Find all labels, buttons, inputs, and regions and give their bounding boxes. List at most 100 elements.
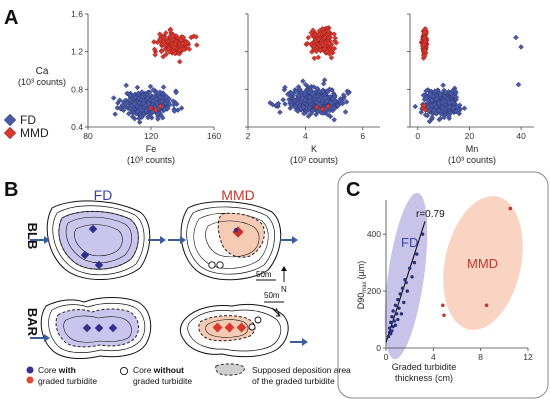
fd-data-point bbox=[394, 312, 399, 316]
contour-line bbox=[63, 315, 132, 343]
contour-line bbox=[179, 303, 289, 358]
fd-data-point bbox=[150, 94, 157, 100]
map-column-mmd: MMD bbox=[221, 187, 254, 203]
fd-data-point bbox=[446, 104, 453, 110]
north-arrow-head-icon bbox=[281, 266, 287, 271]
y-tick-label: 0.8 bbox=[71, 84, 83, 94]
legend-core-without-sub: graded turbidite bbox=[133, 376, 192, 386]
mmd-data-point bbox=[161, 35, 167, 41]
fd-data-point bbox=[147, 89, 153, 95]
fd-data-point bbox=[297, 103, 303, 109]
fd-data-point bbox=[295, 108, 301, 114]
fd-data-point bbox=[446, 100, 453, 106]
fd-data-point bbox=[307, 104, 313, 111]
contour-line bbox=[65, 216, 133, 264]
core-without-turbidite bbox=[208, 261, 216, 269]
mmd-data-point bbox=[176, 58, 183, 65]
fd-data-point bbox=[320, 80, 327, 87]
x-axis-label: Mn bbox=[466, 144, 479, 154]
mmd-data-point bbox=[325, 28, 331, 34]
fd-data-point bbox=[422, 112, 429, 118]
fd-data-point bbox=[314, 93, 321, 100]
x-axis-label: Fe bbox=[146, 144, 157, 154]
fd-data-point bbox=[448, 90, 454, 97]
x-axis-label: K bbox=[311, 144, 317, 154]
mmd-data-point bbox=[333, 40, 340, 46]
legend-core-without-icon bbox=[119, 366, 129, 376]
c-y-tick-label: 0 bbox=[376, 343, 381, 353]
fd-data-point bbox=[173, 89, 179, 96]
correlation-label: r=0.79 bbox=[416, 209, 445, 220]
c-x-tick-label: 4 bbox=[431, 352, 436, 362]
fd-data-point bbox=[117, 105, 124, 112]
fd-data-point bbox=[453, 94, 459, 100]
contour-line bbox=[205, 220, 260, 258]
c-y-tick-label: 200 bbox=[367, 286, 381, 296]
fd-data-point bbox=[316, 101, 322, 107]
fd-data-point bbox=[150, 97, 157, 104]
mmd-data-point bbox=[151, 39, 157, 45]
fd-data-point bbox=[292, 104, 298, 110]
core-with-turbidite bbox=[88, 224, 98, 234]
fd-data-point bbox=[423, 88, 429, 94]
fd-data-point bbox=[386, 334, 391, 339]
core-with-turbidite bbox=[108, 323, 118, 333]
flow-arrow-head bbox=[292, 236, 298, 244]
mmd-data-point bbox=[315, 54, 322, 61]
fd-data-point bbox=[311, 84, 317, 90]
x-axis-unit: (10³ counts) bbox=[448, 155, 496, 165]
core-with-turbidite bbox=[224, 322, 235, 333]
core-with-turbidite bbox=[212, 322, 223, 333]
mmd-data-point bbox=[310, 43, 317, 49]
fd-data-point bbox=[433, 104, 440, 110]
fd-data-point bbox=[160, 84, 167, 90]
fd-data-point bbox=[157, 94, 163, 100]
x-tick-label: 120 bbox=[144, 131, 158, 141]
mmd-data-point bbox=[325, 103, 332, 110]
map-bar-mmd: 50m bbox=[179, 291, 308, 358]
core-with-turbidite bbox=[82, 323, 92, 333]
fd-data-point bbox=[310, 91, 316, 97]
contour-line bbox=[74, 224, 123, 257]
contour-line bbox=[187, 309, 282, 352]
mmd-data-point bbox=[322, 34, 328, 41]
fd-data-point bbox=[302, 81, 309, 88]
mmd-data-point bbox=[157, 36, 163, 43]
fd-data-point bbox=[288, 102, 294, 109]
mmd-data-point bbox=[313, 38, 319, 45]
fd-data-point bbox=[442, 89, 449, 95]
fd-data-point bbox=[136, 119, 143, 125]
core-with-turbidite bbox=[236, 322, 247, 333]
fd-data-point bbox=[403, 277, 407, 282]
mmd-data-point bbox=[508, 206, 513, 211]
fd-data-point bbox=[427, 118, 433, 124]
fd-data-point bbox=[302, 91, 308, 97]
mmd-data-point bbox=[313, 48, 320, 55]
fd-data-point bbox=[389, 320, 393, 325]
core-without-turbidite bbox=[248, 323, 256, 331]
fd-data-point bbox=[446, 113, 452, 119]
mmd-data-point bbox=[308, 30, 314, 36]
fd-data-point bbox=[288, 90, 295, 97]
panel-c-label: C bbox=[346, 179, 360, 201]
core-with-turbidite bbox=[80, 250, 90, 260]
fd-data-point bbox=[412, 260, 417, 265]
fd-data-point bbox=[342, 109, 349, 115]
fd-data-point bbox=[145, 114, 151, 121]
fd-data-point bbox=[137, 100, 143, 106]
fd-data-point bbox=[131, 101, 138, 107]
mmd-data-point bbox=[421, 52, 428, 59]
fd-data-point bbox=[390, 314, 394, 319]
legend-core-with-sub: graded turbidite bbox=[38, 376, 97, 386]
mmd-data-point bbox=[171, 43, 178, 50]
mmd-data-point bbox=[163, 51, 170, 57]
flow-arrow-head bbox=[44, 334, 50, 342]
fd-data-point bbox=[147, 83, 154, 90]
fd-data-point bbox=[337, 99, 344, 106]
fd-data-point bbox=[429, 114, 435, 121]
c-xlabel-line1: Graded turbidite bbox=[392, 362, 457, 372]
subplot-mn: 0 20 40 Mn(10³ counts) bbox=[407, 13, 534, 165]
fd-data-point bbox=[331, 117, 338, 123]
legend-mmd-marker bbox=[3, 126, 17, 140]
